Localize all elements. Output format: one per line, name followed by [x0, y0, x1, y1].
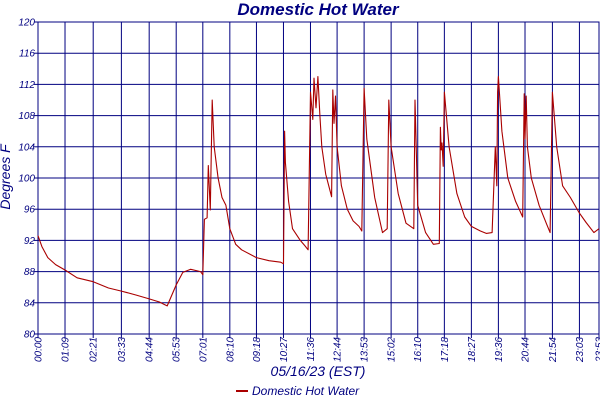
y-tick-label: 108 — [18, 111, 35, 122]
x-tick-label: 10:27 — [279, 337, 290, 362]
x-tick-label: 03:33 — [117, 337, 128, 362]
x-tick-label: 04:44 — [145, 337, 156, 362]
legend-label: Domestic Hot Water — [252, 384, 360, 398]
y-tick-label: 116 — [19, 49, 35, 60]
x-tick-label: 23:53 — [595, 337, 600, 363]
y-tick-label: 88 — [24, 267, 36, 278]
y-tick-label: 96 — [24, 205, 36, 216]
x-tick-label: 00:00 — [34, 337, 45, 362]
x-tick-label: 20:44 — [521, 337, 532, 363]
x-tick-label: 01:09 — [61, 337, 72, 362]
y-axis-label: Degrees F — [0, 143, 13, 210]
x-axis-ticks: 00:00 01:09 02:21 03:33 04:44 05:53 07:01 08:10… — [34, 334, 600, 363]
x-tick-label: 21:54 — [548, 337, 559, 363]
y-tick-label: 104 — [18, 142, 35, 153]
y-tick-label: 100 — [18, 174, 35, 185]
x-axis-label: 05/16/23 (EST) — [271, 363, 366, 379]
y-tick-label: 120 — [18, 18, 35, 29]
x-tick-label: 02:21 — [89, 337, 100, 362]
x-tick-label: 09:18 — [252, 337, 263, 362]
chart-title: Domestic Hot Water — [237, 0, 400, 19]
x-tick-label: 17:18 — [440, 337, 451, 362]
x-tick-label: 18:27 — [467, 337, 478, 362]
x-tick-label: 08:10 — [225, 337, 236, 362]
y-tick-label: 112 — [19, 80, 35, 91]
series-layer — [37, 76, 600, 307]
y-tick-label: 84 — [24, 298, 36, 309]
x-tick-label: 12:44 — [333, 337, 344, 362]
series-line-0 — [37, 76, 600, 307]
x-tick-label: 15:02 — [387, 337, 398, 362]
grid — [37, 21, 600, 335]
x-tick-label: 11:36 — [306, 337, 317, 362]
y-axis-ticks: 80 84 88 92 96 100 104 108 112 116 120 — [18, 18, 38, 341]
legend: Domestic Hot Water — [236, 384, 360, 398]
x-tick-label: 19:36 — [494, 337, 505, 362]
x-tick-label: 07:01 — [198, 337, 209, 362]
x-tick-label: 16:10 — [413, 337, 424, 362]
y-tick-label: 80 — [24, 330, 36, 341]
x-tick-label: 23:03 — [575, 337, 586, 363]
x-tick-label: 05:53 — [172, 337, 183, 362]
x-tick-label: 13:53 — [360, 337, 371, 362]
y-tick-label: 92 — [24, 236, 36, 247]
